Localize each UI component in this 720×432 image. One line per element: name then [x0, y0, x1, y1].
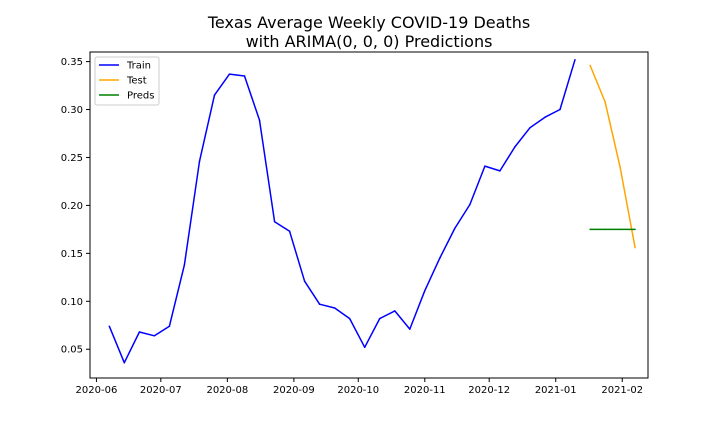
x-tick-label: 2020-07	[140, 385, 182, 396]
x-axis: 2020-06 2020-07 2020-08 2020-09 2020-10 2020-…	[76, 378, 643, 396]
train-point	[409, 328, 411, 330]
x-tick-label: 2020-09	[273, 385, 315, 396]
x-tick-label: 2021-02	[601, 385, 643, 396]
preds-point	[604, 228, 606, 231]
legend-label-preds: Preds	[127, 91, 154, 102]
x-tick-label: 2020-10	[337, 385, 379, 396]
train-point	[454, 227, 456, 230]
plot-frame	[89, 51, 649, 379]
train-point	[273, 220, 276, 223]
train-point	[363, 346, 366, 349]
train-point	[243, 75, 246, 77]
train-point	[288, 230, 291, 233]
y-axis: 0.05 0.10 0.15 0.20 0.25 0.30 0.35	[61, 57, 90, 356]
train-point	[318, 303, 321, 305]
train-point	[198, 160, 201, 163]
train-point	[574, 58, 576, 61]
train-point	[544, 116, 546, 118]
plot-area	[108, 58, 636, 364]
chart-title-line-2: with ARIMA(0, 0, 0) Predictions	[246, 32, 493, 51]
chart-title-line-1: Texas Average Weekly COVID-19 Deaths	[207, 13, 530, 32]
preds-point	[589, 228, 591, 231]
y-tick-label: 0.35	[61, 57, 83, 68]
y-tick-label: 0.10	[61, 297, 83, 308]
train-point	[228, 73, 231, 75]
train-point	[514, 146, 516, 148]
train-point	[333, 307, 336, 309]
legend-box	[94, 56, 160, 106]
y-tick-label: 0.15	[61, 249, 83, 260]
x-tick-label: 2020-11	[404, 385, 446, 396]
y-tick-label: 0.25	[61, 153, 83, 164]
x-tick-label: 2020-06	[76, 385, 118, 396]
train-point	[394, 310, 396, 312]
train-point	[484, 165, 486, 167]
train-point	[168, 325, 171, 327]
train-point	[439, 257, 441, 259]
train-series-line	[108, 59, 576, 364]
train-point	[303, 280, 306, 282]
preds-point	[634, 228, 636, 231]
train-point	[559, 108, 561, 111]
y-tick-label: 0.20	[61, 201, 83, 212]
train-point	[138, 331, 141, 333]
y-tick-label: 0.30	[61, 105, 83, 116]
train-point	[258, 119, 261, 121]
legend: Train Test Preds	[94, 56, 160, 106]
train-point	[529, 126, 531, 129]
x-tick-label: 2020-12	[468, 385, 510, 396]
train-point	[348, 317, 351, 320]
x-tick-label: 2021-01	[535, 385, 577, 396]
train-point	[469, 203, 471, 206]
train-point	[499, 170, 501, 172]
train-point	[424, 289, 426, 292]
train-point	[213, 94, 216, 96]
preds-point	[619, 228, 621, 231]
legend-label-train: Train	[126, 61, 151, 72]
test-point	[619, 166, 621, 168]
train-point	[123, 361, 126, 364]
train-point	[108, 325, 111, 327]
test-point	[589, 64, 591, 67]
train-point	[183, 264, 186, 266]
y-tick-label: 0.05	[61, 345, 83, 356]
train-point	[378, 317, 381, 320]
x-tick-label: 2020-08	[206, 385, 248, 396]
legend-label-test: Test	[126, 76, 147, 87]
test-series-line	[589, 65, 636, 248]
test-point	[634, 246, 636, 249]
test-point	[604, 101, 606, 103]
train-point	[153, 335, 156, 337]
